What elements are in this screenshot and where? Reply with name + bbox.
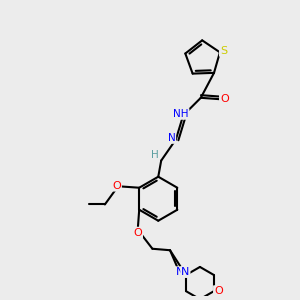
Text: O: O (112, 181, 121, 191)
Text: H: H (151, 150, 159, 160)
Text: O: O (214, 286, 223, 296)
Text: S: S (220, 46, 227, 56)
Text: N: N (181, 267, 190, 277)
Text: O: O (220, 94, 229, 104)
Text: N: N (168, 133, 175, 143)
Text: NH: NH (173, 109, 189, 119)
Text: N: N (176, 267, 184, 277)
Text: O: O (134, 228, 142, 238)
